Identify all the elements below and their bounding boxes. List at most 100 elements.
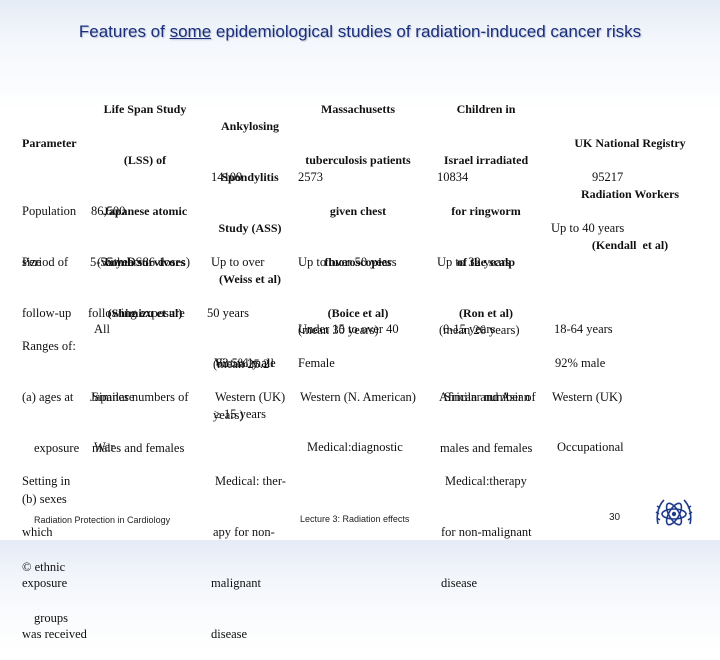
header-mass: Massachusetts tuberculosis patients give… bbox=[288, 67, 428, 339]
setting-mass: Medical:diagnostic bbox=[307, 440, 403, 454]
ages-mass: Under 15 to over 40 bbox=[298, 322, 399, 336]
header-israel-line: for ringworm bbox=[451, 204, 521, 218]
label-line: size bbox=[22, 255, 42, 269]
label-line: (b) sexes bbox=[22, 492, 67, 506]
cell-line: (mean 30 years) bbox=[298, 323, 379, 337]
population-uk: 95217 bbox=[592, 170, 624, 184]
label-line: (a) ages at bbox=[22, 390, 74, 404]
ethnic-lss: Japanese bbox=[90, 390, 135, 404]
header-ass: Ankylosing Spondylitis Study (ASS) (Weis… bbox=[200, 84, 300, 305]
title-underlined: some bbox=[169, 22, 212, 41]
setting-ass: Medical: ther- apy for non- malignant di… bbox=[211, 439, 286, 660]
cell-line: ≥ 15 years bbox=[214, 407, 266, 421]
cell-line: (with DS86 doses) bbox=[97, 255, 191, 269]
header-uk-line: (Kendall et al) bbox=[591, 238, 669, 252]
cell-line: Medical: ther- bbox=[215, 474, 286, 488]
cell-line: disease bbox=[441, 576, 478, 590]
cell-line: Medical:therapy bbox=[445, 474, 527, 488]
header-uk-line: UK National Registry bbox=[574, 136, 686, 150]
header-lss-line: (LSS) of bbox=[123, 153, 167, 167]
cell-line: apy for non- bbox=[213, 525, 275, 539]
cell-line: males and females bbox=[92, 441, 185, 455]
cell-line: (mean 25.2 bbox=[213, 357, 270, 371]
cell-line: 50 years bbox=[207, 306, 249, 320]
row-setting-label: Setting in which exposure was received bbox=[22, 439, 87, 660]
header-ass-line: Study (ASS) bbox=[218, 221, 282, 235]
label-line: Population bbox=[22, 204, 77, 218]
cell-line: 5-55 years bbox=[90, 255, 143, 269]
cell-line: for non-malignant bbox=[441, 525, 532, 539]
sexes-israel: Similar number of males and females bbox=[440, 355, 536, 474]
setting-israel: Medical:therapy for non-malignant diseas… bbox=[441, 439, 532, 609]
title-pre: Features of bbox=[78, 22, 170, 41]
header-israel: Children in Israel irradiated for ringwo… bbox=[432, 67, 540, 339]
followup-mass: Up to over 50 years (mean 30 years) bbox=[298, 220, 397, 356]
label-line: follow-up bbox=[22, 306, 72, 320]
header-mass-line: given chest bbox=[329, 204, 387, 218]
cell-line: Up to 32 years bbox=[437, 255, 511, 269]
header-mass-line: Massachusetts bbox=[321, 102, 395, 116]
header-ass-line: Ankylosing bbox=[220, 119, 280, 133]
ethnic-ass: Western (UK) bbox=[215, 390, 286, 404]
label-line: Setting in bbox=[22, 474, 71, 488]
header-mass-line: fluoroscopies bbox=[324, 255, 392, 269]
header-israel-line: (Ron et al) bbox=[459, 306, 513, 320]
header-parameter: Parameter bbox=[22, 136, 77, 150]
header-mass-line: (Boice et al) bbox=[327, 306, 389, 320]
header-uk-line: Radiation Workers bbox=[580, 187, 680, 201]
row-population-label: Population size bbox=[22, 169, 76, 288]
header-lss: Life Span Study (LSS) of Japanese atomic… bbox=[86, 67, 204, 339]
label-line: Period of bbox=[22, 255, 69, 269]
header-israel-line: Children in bbox=[456, 102, 516, 116]
header-ass-line: Spondylitis bbox=[221, 170, 279, 184]
cell-line: (mean 26 years) bbox=[439, 323, 520, 337]
header-lss-line: (Shimizu et al) bbox=[107, 306, 183, 320]
footer-lecture: Lecture 3: Radiation effects bbox=[300, 514, 410, 524]
label-line: was received bbox=[22, 627, 87, 641]
sexes-ass: 83.5% male bbox=[216, 356, 276, 370]
setting-uk: Occupational bbox=[557, 440, 624, 454]
cell-line: disease bbox=[211, 627, 248, 641]
label-line: which bbox=[22, 525, 53, 539]
cell-line: malignant bbox=[211, 576, 261, 590]
sexes-uk: 92% male bbox=[555, 356, 606, 370]
header-uk: UK National Registry Radiation Workers (… bbox=[560, 101, 700, 271]
cell-line: Up to over bbox=[211, 255, 265, 269]
label-line: Ranges of: bbox=[22, 339, 76, 353]
population-lss: 86,500 (with DS86 doses) bbox=[91, 169, 190, 288]
footer-course: Radiation Protection in Cardiology bbox=[34, 515, 171, 525]
ethnic-uk: Western (UK) bbox=[552, 390, 623, 404]
followup-lss: 5-55 years following exposure bbox=[88, 220, 185, 339]
cell-line: Similar numbers of bbox=[92, 390, 189, 404]
header-mass-line: tuberculosis patients bbox=[305, 153, 411, 167]
ages-israel: 0-15 years bbox=[443, 322, 496, 336]
cell-line: Similar number of bbox=[444, 390, 536, 404]
cell-line: 86,500 bbox=[91, 204, 126, 218]
ethnic-israel: African and Asian bbox=[439, 390, 530, 404]
setting-lss: War bbox=[94, 440, 115, 454]
title-post: epidemiological studies of radiation-ind… bbox=[211, 22, 642, 41]
cell-line: males and females bbox=[440, 441, 533, 455]
header-lss-line: Japanese atomic bbox=[102, 204, 188, 218]
ethnic-mass: Western (N. American) bbox=[300, 390, 416, 404]
page-title: Features of some epidemiological studies… bbox=[0, 22, 720, 42]
followup-uk: Up to 40 years bbox=[551, 221, 625, 235]
ages-uk: 18-64 years bbox=[554, 322, 613, 336]
iaea-logo-icon bbox=[655, 499, 693, 526]
cell-line: years) bbox=[213, 408, 244, 422]
population-mass: 2573 bbox=[298, 170, 323, 184]
sexes-mass: Female bbox=[298, 356, 335, 370]
ages-lss: All bbox=[94, 322, 110, 336]
page-number: 30 bbox=[609, 512, 621, 523]
header-israel-line: of the scalp bbox=[457, 255, 515, 269]
followup-israel: Up to 32 years (mean 26 years) bbox=[437, 220, 520, 356]
label-line: exposure bbox=[34, 441, 80, 455]
header-lss-line: bomb survivors bbox=[104, 255, 186, 269]
sexes-lss: Similar numbers of males and females bbox=[92, 355, 189, 474]
followup-ass: Up to over 50 years (mean 25.2 years) bbox=[207, 220, 269, 441]
label-line: exposure bbox=[22, 576, 68, 590]
cell-line: following exposure bbox=[88, 306, 185, 320]
cell-line: Virtually all bbox=[214, 356, 274, 370]
cell-line: Up to over 50 years bbox=[298, 255, 397, 269]
header-ass-line: (Weiss et al) bbox=[219, 272, 281, 286]
